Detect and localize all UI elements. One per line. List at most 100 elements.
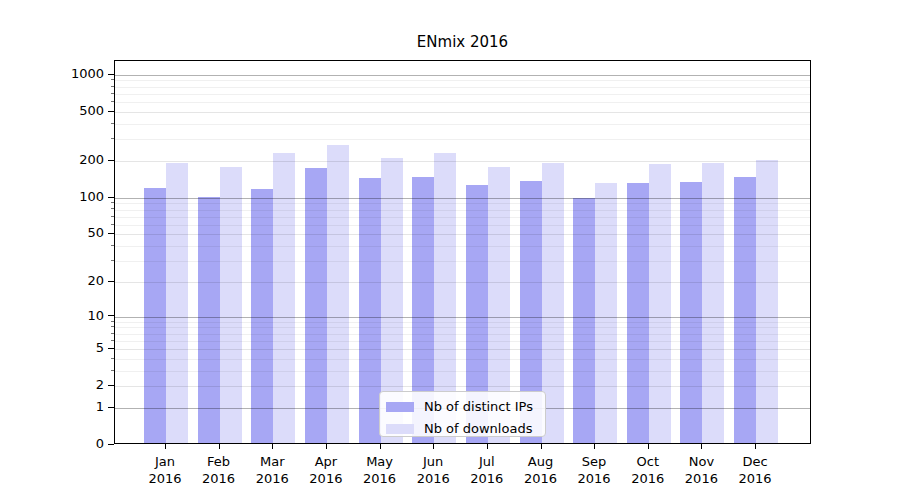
y-tick-label: 10 xyxy=(0,308,104,324)
x-tick-label: Dec 2016 xyxy=(728,453,782,487)
y-minor-tick xyxy=(111,123,114,124)
y-minor-tick xyxy=(111,79,114,80)
y-minor-tick xyxy=(111,138,114,139)
x-tick-label: Aug 2016 xyxy=(514,453,568,487)
gridline xyxy=(115,234,810,235)
y-minor-tick xyxy=(111,245,114,246)
plot-area xyxy=(114,60,811,444)
x-tick-label: Jun 2016 xyxy=(406,453,460,487)
y-minor-tick xyxy=(111,260,114,261)
legend-row: Nb of downloads xyxy=(386,420,545,437)
gridline xyxy=(115,225,810,226)
gridline xyxy=(115,139,810,140)
x-tick xyxy=(755,444,756,449)
gridline xyxy=(115,322,810,323)
gridline xyxy=(115,261,810,262)
gridline xyxy=(115,359,810,360)
x-tick xyxy=(272,444,273,449)
gridline xyxy=(115,102,810,103)
legend-swatch-distinct-ips xyxy=(386,402,414,412)
y-minor-tick xyxy=(111,101,114,102)
y-tick xyxy=(108,348,114,349)
y-tick-label: 2 xyxy=(0,377,104,393)
y-tick xyxy=(108,111,114,112)
bar-downloads xyxy=(273,153,295,443)
y-minor-tick xyxy=(111,202,114,203)
gridline xyxy=(115,94,810,95)
bar-downloads xyxy=(220,167,242,443)
x-tick xyxy=(165,444,166,449)
x-tick xyxy=(648,444,649,449)
legend-row: Nb of distinct IPs xyxy=(386,398,545,415)
gridline xyxy=(115,341,810,342)
y-minor-tick xyxy=(111,208,114,209)
gridline xyxy=(115,75,810,76)
y-minor-tick xyxy=(111,358,114,359)
gridline xyxy=(115,246,810,247)
y-tick xyxy=(108,315,114,316)
bar-downloads xyxy=(649,164,671,444)
x-tick-label: Sep 2016 xyxy=(567,453,621,487)
gridline xyxy=(115,112,810,113)
gridline xyxy=(115,210,810,211)
gridline xyxy=(115,198,810,199)
gridline xyxy=(115,217,810,218)
y-minor-tick xyxy=(111,216,114,217)
y-minor-tick xyxy=(111,340,114,341)
y-tick xyxy=(108,160,114,161)
legend: Nb of distinct IPs Nb of downloads xyxy=(379,391,546,437)
x-tick xyxy=(701,444,702,449)
y-minor-tick xyxy=(111,333,114,334)
gridline xyxy=(115,349,810,350)
y-tick xyxy=(108,385,114,386)
gridline xyxy=(115,87,810,88)
x-tick xyxy=(219,444,220,449)
bar-distinct-ips xyxy=(359,178,381,443)
x-tick-label: Feb 2016 xyxy=(192,453,246,487)
y-tick xyxy=(108,197,114,198)
gridline xyxy=(115,124,810,125)
y-minor-tick xyxy=(111,321,114,322)
legend-swatch-downloads xyxy=(386,424,414,434)
gridline xyxy=(115,203,810,204)
x-tick-label: Jan 2016 xyxy=(138,453,192,487)
y-axis: 01251020501002005001000 xyxy=(0,60,114,444)
y-minor-tick xyxy=(111,86,114,87)
bar-distinct-ips xyxy=(627,183,649,443)
gridline xyxy=(115,386,810,387)
gridline xyxy=(115,282,810,283)
y-tick xyxy=(108,407,114,408)
y-tick-label: 1000 xyxy=(0,66,104,82)
bar-distinct-ips xyxy=(144,188,166,443)
y-minor-tick xyxy=(111,224,114,225)
bar-downloads xyxy=(327,145,349,443)
chart-title: ENmix 2016 xyxy=(114,33,811,51)
y-minor-tick xyxy=(111,326,114,327)
y-tick-label: 1 xyxy=(0,399,104,415)
legend-label: Nb of downloads xyxy=(424,421,532,437)
y-tick-label: 5 xyxy=(0,340,104,356)
gridline xyxy=(115,80,810,81)
gridline xyxy=(115,161,810,162)
gridline xyxy=(115,334,810,335)
y-tick-label: 500 xyxy=(0,103,104,119)
x-tick-label: Apr 2016 xyxy=(299,453,353,487)
legend-label: Nb of distinct IPs xyxy=(424,399,533,415)
y-tick xyxy=(108,281,114,282)
x-tick xyxy=(433,444,434,449)
x-tick-label: Jul 2016 xyxy=(460,453,514,487)
y-tick xyxy=(108,74,114,75)
bar-chart: ENmix 2016 01251020501002005001000 Jan 2… xyxy=(0,0,900,500)
bar-downloads xyxy=(166,163,188,443)
x-tick-label: May 2016 xyxy=(353,453,407,487)
y-tick-label: 100 xyxy=(0,189,104,205)
x-tick xyxy=(326,444,327,449)
y-tick-label: 200 xyxy=(0,152,104,168)
x-tick xyxy=(594,444,595,449)
gridline xyxy=(115,371,810,372)
y-tick-label: 0 xyxy=(0,436,104,452)
y-tick xyxy=(108,233,114,234)
x-tick xyxy=(380,444,381,449)
gridline xyxy=(115,327,810,328)
y-tick-label: 20 xyxy=(0,273,104,289)
